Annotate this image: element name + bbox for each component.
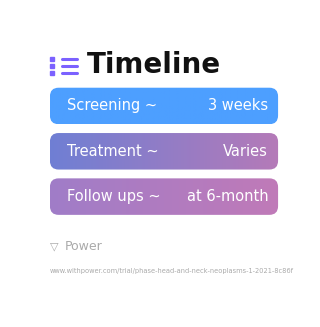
Text: Treatment ~: Treatment ~ xyxy=(67,144,159,159)
Text: Follow ups ~: Follow ups ~ xyxy=(67,189,161,204)
Text: www.withpower.com/trial/phase-head-and-neck-neoplasms-1-2021-8c86f: www.withpower.com/trial/phase-head-and-n… xyxy=(50,268,294,274)
Text: at 6-month: at 6-month xyxy=(187,189,268,204)
Text: Timeline: Timeline xyxy=(87,51,221,79)
Text: Varies: Varies xyxy=(223,144,268,159)
Text: Screening ~: Screening ~ xyxy=(67,98,157,113)
Text: 3 weeks: 3 weeks xyxy=(208,98,268,113)
Text: Power: Power xyxy=(65,240,102,253)
Text: ▽: ▽ xyxy=(50,242,59,252)
